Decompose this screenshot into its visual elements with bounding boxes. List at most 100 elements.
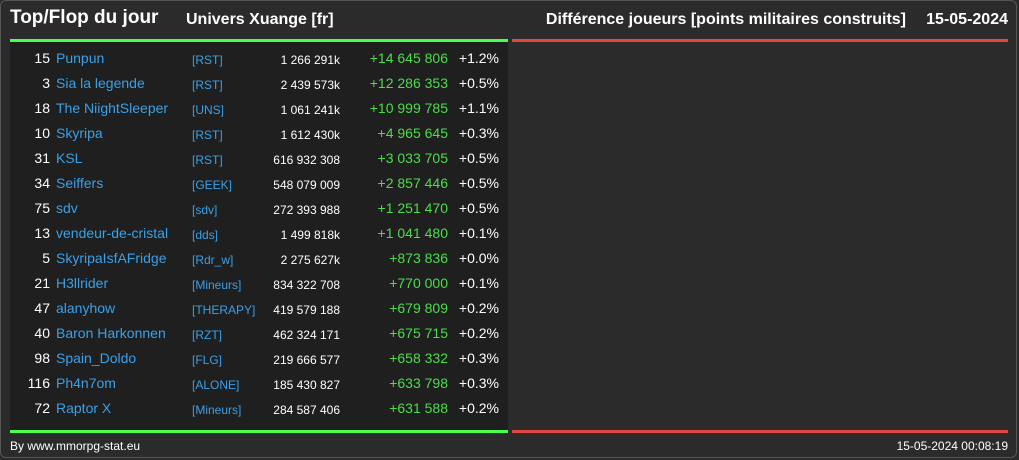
player-name-link[interactable]: Spain_Doldo: [56, 350, 137, 366]
points-difference: +658 332: [389, 350, 448, 366]
universe-label: Univers Xuange [fr]: [186, 11, 334, 28]
player-name-link[interactable]: Punpun: [56, 50, 105, 66]
table-row: 47 alanyhow [THERAPY] 419 579 188 +679 8…: [10, 297, 508, 322]
player-points: 1 612 430k: [280, 128, 340, 142]
player-rank: 72: [34, 400, 50, 416]
player-points: 834 322 708: [273, 278, 340, 292]
points-difference: +679 809: [389, 300, 448, 316]
top-panel: [10, 40, 508, 432]
alliance-link[interactable]: [FLG]: [192, 353, 223, 367]
table-row: 34 Seiffers [GEEK] 548 079 009 +2 857 44…: [10, 172, 508, 197]
alliance-link[interactable]: [UNS]: [192, 103, 225, 117]
flop-panel: [512, 40, 1008, 432]
alliance-link[interactable]: [Mineurs]: [192, 403, 242, 417]
points-difference: +675 715: [389, 325, 448, 341]
top-panel-accent-bottom: [10, 430, 508, 433]
alliance-link[interactable]: [Mineurs]: [192, 278, 242, 292]
percent-change: +0.2%: [458, 400, 499, 416]
points-difference: +3 033 705: [377, 150, 448, 166]
player-name-link[interactable]: Baron Harkonnen: [56, 325, 166, 341]
table-row: 75 sdv [sdv] 272 393 988 +1 251 470 +0.5…: [10, 197, 508, 222]
player-points: 2 275 627k: [280, 253, 340, 267]
player-rank: 21: [34, 275, 50, 291]
table-row: 10 Skyripa [RST] 1 612 430k +4 965 645 +…: [10, 122, 508, 147]
alliance-link[interactable]: [Rdr_w]: [192, 253, 234, 267]
alliance-link[interactable]: [dds]: [192, 228, 219, 242]
player-rank: 34: [34, 175, 50, 191]
table-row: 5 SkyripaIsfAFridge [Rdr_w] 2 275 627k +…: [10, 247, 508, 272]
top-panel-accent-top: [10, 39, 508, 42]
player-name-link[interactable]: The NiightSleeper: [56, 100, 169, 116]
player-points: 419 579 188: [273, 303, 340, 317]
player-points: 548 079 009: [273, 178, 340, 192]
table-row: 98 Spain_Doldo [FLG] 219 666 577 +658 33…: [10, 347, 508, 372]
player-name-link[interactable]: H3llrider: [56, 275, 109, 291]
percent-change: +0.5%: [458, 175, 499, 191]
table-row: 3 Sia la legende [RST] 2 439 573k +12 28…: [10, 72, 508, 97]
alliance-link[interactable]: [THERAPY]: [192, 303, 256, 317]
player-name-link[interactable]: Skyripa: [56, 125, 103, 141]
player-name-link[interactable]: KSL: [56, 150, 83, 166]
player-rank: 31: [34, 150, 50, 166]
page-title: Top/Flop du jour: [10, 7, 159, 28]
alliance-link[interactable]: [RST]: [192, 153, 223, 167]
alliance-link[interactable]: [RZT]: [192, 328, 222, 342]
player-points: 1 499 818k: [280, 228, 340, 242]
alliance-link[interactable]: [GEEK]: [192, 178, 233, 192]
player-name-link[interactable]: Ph4n7om: [56, 375, 116, 391]
points-difference: +1 041 480: [377, 225, 448, 241]
player-points: 185 430 827: [273, 378, 340, 392]
player-points: 462 324 171: [273, 328, 340, 342]
points-difference: +873 836: [389, 250, 448, 266]
alliance-link[interactable]: [RST]: [192, 128, 223, 142]
player-name-link[interactable]: Raptor X: [56, 400, 112, 416]
player-rank: 3: [42, 75, 50, 91]
player-points: 284 587 406: [273, 403, 340, 417]
player-name-link[interactable]: sdv: [56, 200, 78, 216]
alliance-link[interactable]: [RST]: [192, 78, 223, 92]
flop-panel-accent-top: [512, 39, 1008, 42]
table-row: 13 vendeur-de-cristal [dds] 1 499 818k +…: [10, 222, 508, 247]
percent-change: +0.1%: [458, 275, 499, 291]
metric-label: Différence joueurs [points militaires co…: [545, 11, 906, 28]
table-row: 31 KSL [RST] 616 932 308 +3 033 705 +0.5…: [10, 147, 508, 172]
percent-change: +0.3%: [458, 375, 499, 391]
player-name-link[interactable]: Sia la legende: [56, 75, 145, 91]
points-difference: +4 965 645: [377, 125, 448, 141]
site-credit: By www.mmorpg-stat.eu: [10, 439, 141, 453]
points-difference: +14 645 806: [369, 50, 448, 66]
player-rank: 5: [42, 250, 50, 266]
table-row: 40 Baron Harkonnen [RZT] 462 324 171 +67…: [10, 322, 508, 347]
points-difference: +633 798: [389, 375, 448, 391]
player-points: 219 666 577: [273, 353, 340, 367]
alliance-link[interactable]: [ALONE]: [192, 378, 240, 392]
player-name-link[interactable]: Seiffers: [56, 175, 104, 191]
percent-change: +0.3%: [458, 350, 499, 366]
player-rank: 98: [34, 350, 50, 366]
table-row: 21 H3llrider [Mineurs] 834 322 708 +770 …: [10, 272, 508, 297]
table-row: 15 Punpun [RST] 1 266 291k +14 645 806 +…: [10, 47, 508, 72]
percent-change: +0.0%: [458, 250, 499, 266]
player-name-link[interactable]: SkyripaIsfAFridge: [56, 250, 167, 266]
player-rank: 75: [34, 200, 50, 216]
player-points: 1 266 291k: [280, 53, 340, 67]
player-name-link[interactable]: alanyhow: [56, 300, 116, 316]
alliance-link[interactable]: [sdv]: [192, 203, 218, 217]
points-difference: +2 857 446: [377, 175, 448, 191]
player-points: 2 439 573k: [280, 78, 340, 92]
points-difference: +631 588: [389, 400, 448, 416]
percent-change: +1.1%: [458, 100, 499, 116]
player-rank: 116: [27, 375, 50, 391]
points-difference: +1 251 470: [377, 200, 448, 216]
top-players-list: 15 Punpun [RST] 1 266 291k +14 645 806 +…: [10, 47, 508, 422]
alliance-link[interactable]: [RST]: [192, 53, 223, 67]
percent-change: +0.2%: [458, 300, 499, 316]
player-points: 272 393 988: [273, 203, 340, 217]
player-rank: 15: [34, 50, 50, 66]
date-label: 15-05-2024: [926, 11, 1008, 28]
player-name-link[interactable]: vendeur-de-cristal: [56, 225, 169, 241]
percent-change: +0.3%: [458, 125, 499, 141]
flop-panel-accent-bottom: [512, 430, 1008, 433]
percent-change: +0.2%: [458, 325, 499, 341]
